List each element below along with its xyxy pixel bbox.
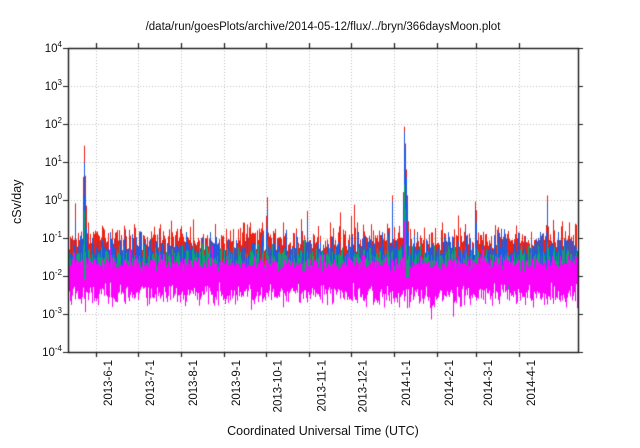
y-tick-label: 10-1: [42, 230, 62, 245]
x-tick-label: 2014-3-1: [483, 360, 496, 407]
x-tick-label: 2013-10-1: [272, 360, 285, 413]
y-axis-label: cSv/day: [10, 179, 24, 224]
y-tick-label: 104: [44, 40, 62, 55]
y-tick-label: 10-3: [42, 306, 62, 321]
plot-title: /data/run/goesPlots/archive/2014-05-12/f…: [145, 21, 501, 33]
x-tick-label: 2013-9-1: [231, 360, 244, 407]
x-tick-label: 2013-6-1: [102, 360, 115, 407]
y-tick-label: 10-4: [42, 344, 62, 359]
y-tick-label: 10-2: [42, 268, 62, 283]
x-tick-label: 2013-8-1: [187, 360, 200, 407]
x-tick-label: 2014-1-1: [401, 360, 414, 407]
y-tick-label: 103: [44, 78, 62, 93]
x-tick-label: 2014-2-1: [444, 360, 457, 407]
x-tick-label: 2013-12-1: [357, 360, 370, 413]
y-tick-label: 102: [44, 116, 62, 131]
x-tick-label: 2013-11-1: [316, 360, 329, 412]
x-axis-label: Coordinated Universal Time (UTC): [227, 424, 419, 438]
y-tick-label: 101: [44, 154, 62, 169]
x-tick-label: 2014-4-1: [526, 360, 539, 407]
y-tick-label: 100: [44, 192, 62, 207]
x-tick-label: 2013-7-1: [144, 360, 157, 407]
